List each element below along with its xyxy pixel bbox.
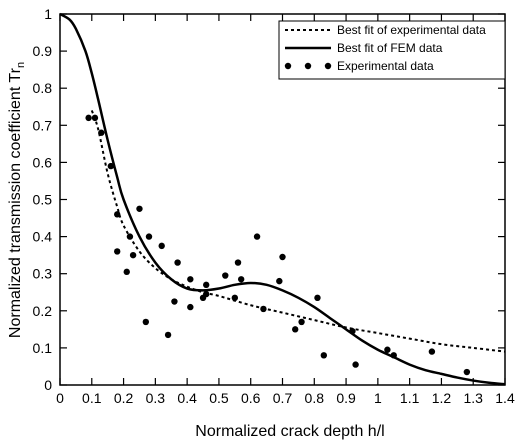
x-tick-label: 0.9 (336, 390, 356, 406)
experimental-data-point (222, 272, 229, 279)
experimental-data-point (298, 318, 305, 326)
experimental-data-point (98, 129, 105, 136)
legend-marker-experimental (324, 62, 332, 70)
x-tick-label: 1.4 (495, 390, 515, 406)
experimental-data-point (384, 346, 391, 353)
x-tick-label: 1.3 (463, 390, 483, 406)
experimental-data-point (136, 205, 143, 212)
y-tick-label: 0.1 (33, 340, 53, 356)
y-tick-label: 0.4 (33, 229, 53, 245)
x-tick-label: 0.1 (82, 390, 102, 406)
legend-label-experimental-fit: Best fit of experimental data (337, 23, 486, 37)
experimental-data-point (107, 162, 115, 170)
y-tick-label: 0.6 (33, 154, 53, 170)
experimental-data-point (126, 233, 134, 240)
experimental-data-point (314, 294, 321, 302)
x-tick-label: 0 (56, 390, 64, 406)
x-tick-label: 1.1 (400, 390, 420, 406)
y-tick-label: 0.3 (33, 266, 53, 282)
experimental-fit-line (90, 110, 506, 353)
experimental-data-point (187, 276, 194, 283)
x-tick-label: 0.3 (146, 390, 166, 406)
experimental-data-point (203, 290, 210, 298)
legend-label-fem-fit: Best fit of FEM data (337, 41, 443, 55)
experimental-data-point (390, 352, 397, 359)
experimental-data-point (352, 361, 359, 368)
x-tick-label: 0.7 (273, 390, 293, 406)
y-axis-title: Normalized transmission coefficient Trn (7, 62, 27, 338)
y-tick-label: 0.7 (33, 117, 53, 133)
x-tick-label: 1.2 (432, 390, 452, 406)
x-tick-label: 0.6 (241, 390, 261, 406)
experimental-data-point (174, 259, 181, 266)
experimental-data-point (129, 251, 137, 259)
experimental-data-point (114, 211, 121, 218)
series-layer (59, 12, 506, 386)
experimental-data-point (158, 242, 165, 250)
experimental-data-point (349, 328, 356, 335)
experimental-data-point (260, 305, 267, 313)
experimental-data-point (237, 276, 245, 283)
experimental-data-point (123, 268, 130, 276)
experimental-data-point (292, 326, 299, 333)
fem-fit-line (59, 12, 506, 386)
axis-tick-labels: 0 0.1 0.2 0.3 0.4 0.5 0.6 0.7 0.8 0.9 1 1.1 1.2 1.3 1.… (33, 6, 515, 406)
experimental-data-point (91, 114, 99, 122)
experimental-data-point (279, 253, 286, 261)
legend-box (278, 20, 506, 80)
x-axis-title: Normalized crack depth h/l (195, 423, 384, 440)
legend-marker-experimental (304, 62, 312, 70)
experimental-data-point (231, 294, 239, 302)
plot-area-frame (59, 13, 506, 386)
y-tick-label: 1 (44, 6, 52, 22)
y-tick-label: 0.5 (33, 192, 53, 208)
x-tick-label: 0.5 (209, 390, 229, 406)
experimental-data-point (171, 298, 178, 305)
experimental-data-point (234, 259, 242, 266)
y-tick-label: 0.8 (33, 80, 53, 96)
legend-marker-experimental (284, 62, 292, 70)
experimental-data-point (463, 368, 471, 376)
experimental-data-point (276, 277, 283, 285)
axis-ticks (59, 13, 506, 386)
x-tick-label: 1 (374, 390, 382, 406)
experimental-data-point (187, 303, 194, 311)
y-axis-title-main: Normalized transmission coefficient Tr (7, 67, 24, 338)
experimental-data-point (164, 331, 172, 339)
x-tick-label: 0.8 (305, 390, 325, 406)
experimental-data-point (203, 281, 210, 289)
x-tick-label: 0.2 (114, 390, 134, 406)
y-axis-title-subscript: n (15, 62, 27, 68)
x-tick-label: 0.4 (177, 390, 197, 406)
experimental-data-point (253, 233, 261, 240)
experimental-data-point (145, 233, 153, 240)
experimental-data-point (320, 352, 328, 359)
experimental-data-point (428, 348, 436, 355)
y-tick-label: 0.9 (33, 43, 53, 59)
experimental-data-point (142, 318, 150, 326)
legend-label-experimental: Experimental data (337, 59, 434, 73)
y-tick-label: 0 (44, 377, 52, 393)
experimental-data-point (114, 248, 121, 255)
y-tick-label: 0.2 (33, 303, 53, 319)
legend: Best fit of experimental data Best fit o… (278, 20, 506, 80)
experimental-data-point (85, 114, 92, 122)
